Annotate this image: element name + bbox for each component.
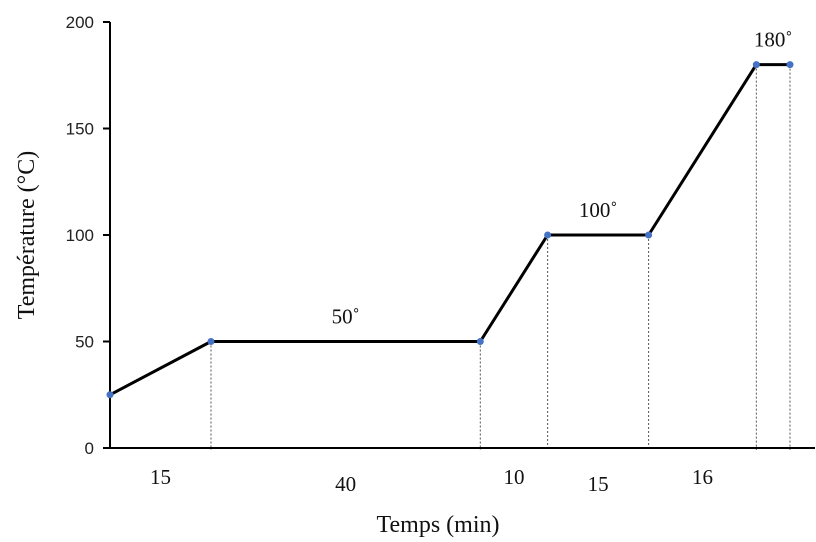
data-point [786,61,794,69]
y-tick-label: 200 [66,13,94,32]
x-axis-title: Temps (min) [377,512,500,538]
segment-duration-label: 10 [503,465,524,489]
plateau-temperature-label: 100˚ [579,198,618,222]
segment-duration-label: 16 [692,465,713,489]
segment-duration-label: 40 [335,472,356,496]
drop-lines [210,64,791,450]
data-point [752,61,760,69]
markers [106,61,794,399]
data-point [645,231,653,239]
y-ticks: 0 50 100 150 200 [66,13,110,458]
y-tick-label: 100 [66,226,94,245]
series-line [109,63,790,397]
data-point [207,338,215,345]
series-line-group [109,63,790,397]
y-tick-label: 50 [75,333,94,352]
plateau-temperature-label: 180˚ [754,28,793,52]
data-point [544,231,552,239]
segment-duration-label: 15 [150,465,171,489]
axes [109,22,815,449]
segment-duration-label: 15 [588,472,609,496]
data-point [106,391,114,399]
plateau-temperature-label: 50˚ [332,305,360,329]
data-point [476,338,484,345]
y-axis-title: Température (°C) [14,151,40,320]
segment-labels: 15 40 10 15 16 [150,465,713,496]
y-tick-label: 0 [85,439,94,458]
annotations: 50˚ 100˚ 180˚ [332,28,793,329]
y-tick-label: 150 [66,120,94,139]
